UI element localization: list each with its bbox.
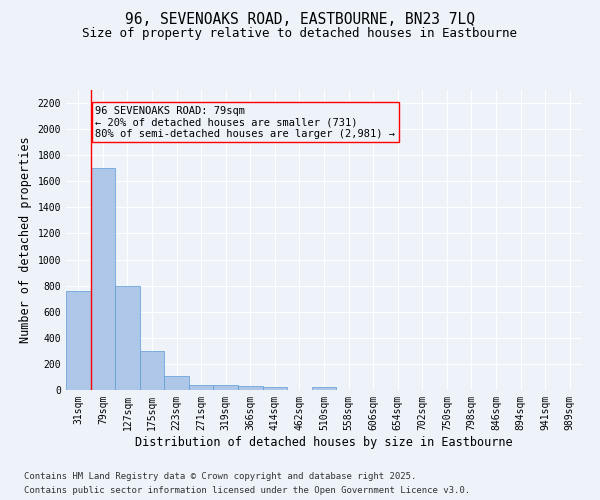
- Bar: [312, 388, 336, 390]
- Text: Contains HM Land Registry data © Crown copyright and database right 2025.: Contains HM Land Registry data © Crown c…: [24, 472, 416, 481]
- Bar: [263, 388, 287, 390]
- Text: 96, SEVENOAKS ROAD, EASTBOURNE, BN23 7LQ: 96, SEVENOAKS ROAD, EASTBOURNE, BN23 7LQ: [125, 12, 475, 28]
- Bar: [238, 386, 263, 390]
- Bar: [91, 168, 115, 390]
- Text: Contains public sector information licensed under the Open Government Licence v3: Contains public sector information licen…: [24, 486, 470, 495]
- Y-axis label: Number of detached properties: Number of detached properties: [19, 136, 32, 344]
- Bar: [66, 291, 91, 390]
- Bar: [140, 351, 164, 390]
- Bar: [164, 376, 189, 390]
- Text: Size of property relative to detached houses in Eastbourne: Size of property relative to detached ho…: [83, 28, 517, 40]
- Bar: [115, 286, 140, 390]
- Bar: [189, 384, 214, 390]
- Bar: [214, 386, 238, 390]
- Text: 96 SEVENOAKS ROAD: 79sqm
← 20% of detached houses are smaller (731)
80% of semi-: 96 SEVENOAKS ROAD: 79sqm ← 20% of detach…: [95, 106, 395, 139]
- X-axis label: Distribution of detached houses by size in Eastbourne: Distribution of detached houses by size …: [135, 436, 513, 448]
